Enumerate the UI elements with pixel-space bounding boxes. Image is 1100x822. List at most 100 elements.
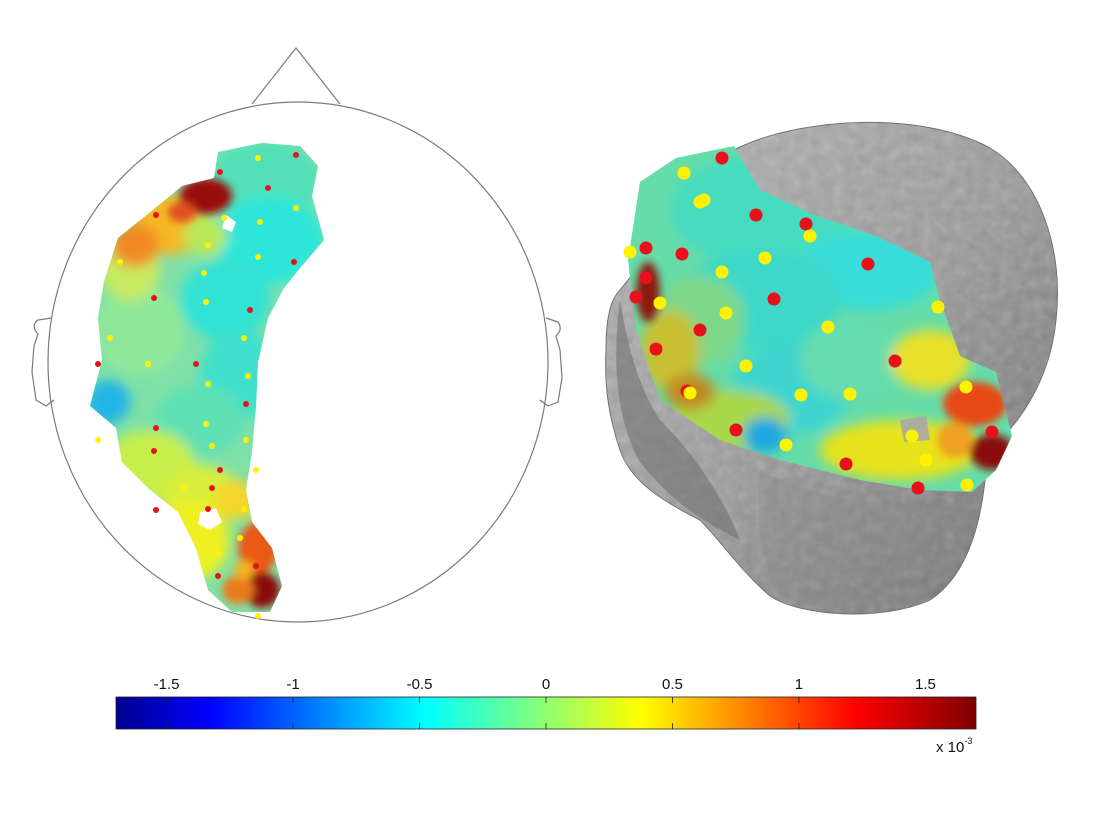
head-3d-rendering: [605, 121, 1059, 615]
electrode-red-marker: [243, 401, 249, 407]
colorbar-ticks: [166, 697, 926, 729]
electrode-red-marker: [639, 241, 653, 255]
electrode-yellow-marker: [255, 254, 261, 260]
colorbar-exponent-base: x 10: [936, 739, 965, 756]
head-outline: [47, 101, 549, 623]
electrode-red-marker: [209, 485, 215, 491]
electrode-yellow-marker: [905, 429, 919, 443]
electrode-red-marker: [151, 295, 157, 301]
electrode-red-marker: [861, 257, 875, 271]
electrode-yellow-marker: [293, 205, 299, 211]
electrode-yellow-marker: [209, 443, 215, 449]
electrode-yellow-marker: [181, 485, 187, 491]
colorbar-tick-label: 1.5: [914, 676, 936, 693]
electrode-yellow-marker: [959, 380, 973, 394]
electrode-yellow-marker: [794, 388, 808, 402]
electrode-red-marker: [985, 425, 999, 439]
head-nose-outline: [251, 47, 341, 105]
electrode-yellow-marker: [739, 359, 753, 373]
electrode-yellow-marker: [203, 299, 209, 305]
colorbar-tick-label: 0.5: [662, 676, 683, 693]
electrode-yellow-marker: [107, 335, 113, 341]
electrode-red-marker: [749, 208, 763, 222]
topomap-electrodes: [95, 152, 299, 619]
electrode-yellow-marker: [253, 467, 259, 473]
electrode-red-marker: [253, 563, 259, 569]
electrode-yellow-marker: [653, 296, 667, 310]
electrode-red-marker: [153, 425, 159, 431]
electrode-yellow-marker: [257, 219, 263, 225]
electrode-red-marker: [215, 573, 221, 579]
electrode-yellow-marker: [145, 361, 151, 367]
electrode-red-marker: [911, 481, 925, 495]
electrode-yellow-marker: [241, 335, 247, 341]
colorbar-exponent-power: -3: [964, 736, 973, 746]
electrode-yellow-marker: [960, 478, 974, 492]
electrode-red-marker: [675, 247, 689, 261]
electrode-red-marker: [639, 271, 653, 285]
colorbar-tick-label: -0.5: [406, 676, 433, 693]
electrode-red-marker: [217, 467, 223, 473]
electrode-yellow-marker: [237, 535, 243, 541]
electrode-red-marker: [265, 185, 271, 191]
right-ear-outline: [539, 317, 563, 407]
left-ear-outline: [31, 317, 55, 407]
electrode-yellow-marker: [719, 306, 733, 320]
electrode-red-marker: [217, 169, 223, 175]
electrode-yellow-marker: [779, 438, 793, 452]
electrode-red-marker: [153, 507, 159, 513]
electrode-red-marker: [839, 457, 853, 471]
electrode-red-marker: [293, 152, 299, 158]
electrode-yellow-marker: [623, 245, 637, 259]
electrode-red-marker: [291, 259, 297, 265]
electrode-yellow-marker: [255, 613, 261, 619]
colorbar-tick-label: 0: [541, 676, 551, 693]
electrode-red-marker: [153, 212, 159, 218]
electrode-red-marker: [95, 361, 101, 367]
electrode-yellow-marker: [221, 215, 227, 221]
electrode-red-marker: [151, 448, 157, 454]
electrode-yellow-marker: [803, 229, 817, 243]
electrode-yellow-marker: [843, 387, 857, 401]
colorbar-tick-label: -1: [286, 676, 300, 693]
electrode-yellow-marker: [241, 506, 247, 512]
electrode-yellow-marker: [919, 453, 933, 467]
electrode-yellow-marker: [243, 437, 249, 443]
electrode-yellow-marker: [931, 300, 945, 314]
electrode-yellow-marker: [205, 381, 211, 387]
electrode-yellow-marker: [683, 386, 697, 400]
electrode-yellow-marker: [215, 550, 221, 556]
electrode-red-marker: [767, 292, 781, 306]
scalp-electrodes: [623, 151, 999, 495]
electrode-red-marker: [799, 217, 813, 231]
electrode-yellow-marker: [117, 259, 123, 265]
electrode-yellow-marker: [715, 265, 729, 279]
electrode-yellow-marker: [697, 193, 711, 207]
head-3d-face-shadow: [616, 300, 740, 540]
electrode-yellow-marker: [205, 242, 211, 248]
topomap-field: [90, 143, 324, 612]
colorbar: [115, 696, 977, 730]
colorbar-tick-label: -1.5: [153, 676, 180, 693]
electrode-red-marker: [205, 506, 211, 512]
electrode-red-marker: [888, 354, 902, 368]
electrode-red-marker: [247, 307, 253, 313]
electrode-red-marker: [193, 361, 199, 367]
electrode-yellow-marker: [95, 437, 101, 443]
electrode-yellow-marker: [255, 155, 261, 161]
electrode-yellow-marker: [203, 421, 209, 427]
colorbar-tick-label: 1: [794, 676, 804, 693]
electrode-yellow-marker: [677, 166, 691, 180]
colorbar-exponent-label: x 10-3: [936, 736, 973, 756]
electrode-red-marker: [649, 342, 663, 356]
electrode-yellow-marker: [245, 373, 251, 379]
electrode-red-marker: [729, 423, 743, 437]
electrode-red-marker: [715, 151, 729, 165]
topoplot: [31, 47, 563, 623]
electrode-yellow-marker: [201, 270, 207, 276]
electrode-red-marker: [629, 290, 643, 304]
electrode-red-marker: [693, 323, 707, 337]
electrode-yellow-marker: [821, 320, 835, 334]
electrode-yellow-marker: [758, 251, 772, 265]
